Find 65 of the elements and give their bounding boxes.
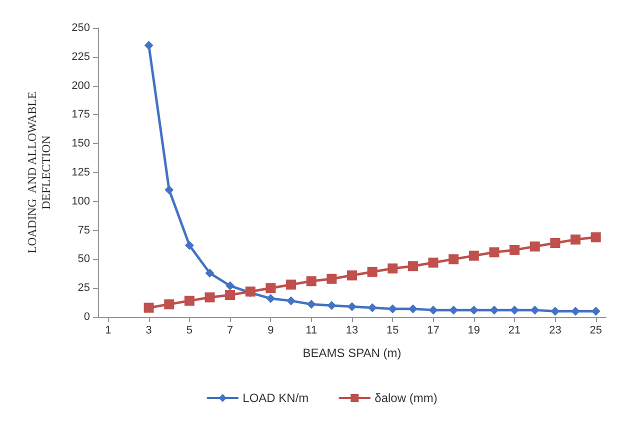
legend-label: δalow (mm) <box>374 391 438 405</box>
x-tick-label: 21 <box>508 324 521 336</box>
point <box>225 290 236 300</box>
y-tick-label: 100 <box>72 195 90 208</box>
point <box>164 185 174 194</box>
y-tick-label: 75 <box>78 224 90 236</box>
y-tick-label: 150 <box>72 138 90 150</box>
x-tick-label: 11 <box>306 324 318 336</box>
x-tick-label: 25 <box>590 324 602 336</box>
point <box>570 234 581 245</box>
point <box>428 258 438 268</box>
y-axis-title: LOADING AND ALLOWABLE DEFLECTION <box>25 92 53 254</box>
point <box>184 240 194 250</box>
legend-label: LOAD KN/m <box>242 391 309 405</box>
point <box>428 306 438 315</box>
point <box>408 261 418 272</box>
x-tick-label: 17 <box>427 324 440 336</box>
y-tick-label: 175 <box>72 108 90 121</box>
point <box>164 299 174 310</box>
point <box>286 280 296 290</box>
point <box>306 300 316 309</box>
point <box>184 296 194 306</box>
x-tick-label: 3 <box>146 324 152 336</box>
point <box>327 300 336 310</box>
point <box>306 276 316 286</box>
point <box>590 232 601 242</box>
x-tick-label: 9 <box>268 324 274 336</box>
y-tick-label: 225 <box>72 50 90 63</box>
y-tick-label: 25 <box>78 282 90 294</box>
point <box>286 296 296 306</box>
point <box>266 283 276 294</box>
x-tick-label: 19 <box>468 324 480 336</box>
point <box>266 294 276 304</box>
point <box>510 244 520 255</box>
y-tick-label: 0 <box>84 311 90 323</box>
point <box>367 266 378 277</box>
x-tick-label: 15 <box>386 324 399 336</box>
x-tick-label: 23 <box>549 324 562 336</box>
x-tick-label: 5 <box>186 324 193 336</box>
point <box>326 274 337 284</box>
y-tick-label: 250 <box>72 22 90 34</box>
point <box>550 238 560 248</box>
point <box>468 250 479 261</box>
x-tick-label: 7 <box>227 324 234 336</box>
point <box>489 247 500 258</box>
point <box>448 254 459 264</box>
point <box>388 263 398 274</box>
point <box>530 306 540 315</box>
point <box>368 303 377 312</box>
y-tick-label: 125 <box>72 166 90 178</box>
y-tick-label: 200 <box>72 80 90 92</box>
point <box>144 40 154 50</box>
point <box>388 304 398 314</box>
y-tick-label: 50 <box>78 253 90 266</box>
x-tick-label: 1 <box>105 324 112 336</box>
point <box>530 241 540 252</box>
point <box>226 281 235 290</box>
point <box>348 302 356 312</box>
point <box>144 302 154 313</box>
point <box>205 268 214 278</box>
point <box>347 270 357 280</box>
x-tick-label: 13 <box>346 324 358 336</box>
point <box>490 306 499 315</box>
point <box>204 292 215 302</box>
x-axis-title: BEAMS SPAN (m) <box>302 346 402 360</box>
